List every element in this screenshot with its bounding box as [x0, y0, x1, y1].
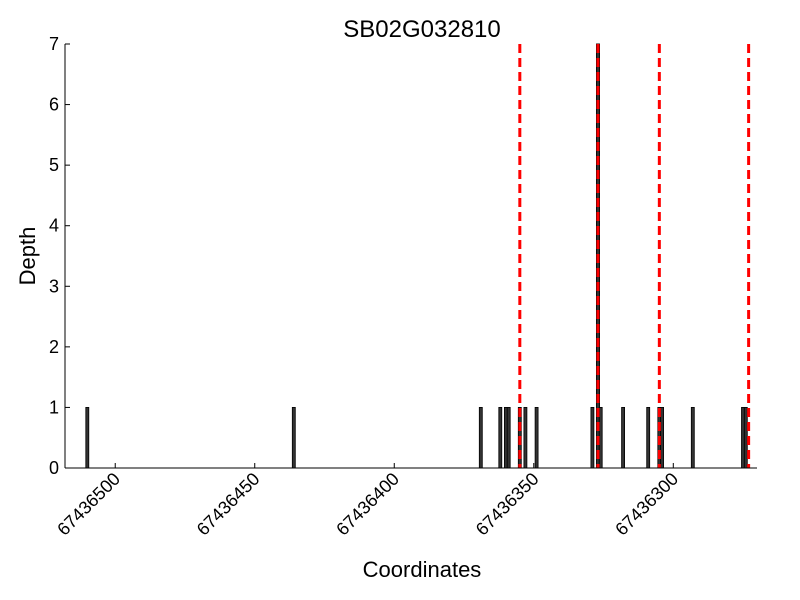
chart-title: SB02G032810: [343, 16, 500, 43]
bar: [523, 406, 528, 469]
bars-group: [85, 43, 748, 469]
bar: [498, 406, 503, 469]
bar: [743, 406, 748, 469]
bar: [85, 406, 90, 469]
bar: [534, 406, 539, 469]
x-axis-label: Coordinates: [363, 557, 482, 582]
y-tick-label: 6: [49, 95, 59, 115]
bar: [590, 406, 595, 469]
y-tick-label: 0: [49, 458, 59, 478]
x-tick-label: 67436500: [53, 469, 124, 540]
bar: [598, 406, 603, 469]
bar: [660, 406, 664, 469]
bar: [621, 406, 625, 469]
y-tick-label: 7: [49, 34, 59, 54]
bar: [478, 406, 483, 469]
x-ticks-group: 67436500 67436450 67436400 67436350 67436300: [53, 463, 682, 539]
y-tick-label: 2: [49, 337, 59, 357]
x-tick-label: 67436300: [611, 469, 682, 540]
y-tick-label: 3: [49, 276, 59, 296]
bar: [291, 406, 296, 469]
x-tick-label: 67436400: [332, 469, 403, 540]
y-tick-label: 1: [49, 397, 59, 417]
y-ticks-group: 0 1 2 3 4 5 6 7: [49, 34, 70, 478]
y-tick-label: 4: [49, 216, 59, 236]
bar: [646, 406, 651, 469]
axes-group: [64, 44, 757, 469]
y-tick-label: 5: [49, 155, 59, 175]
vlines-group: [518, 44, 751, 468]
x-tick-label: 67436450: [193, 469, 264, 540]
x-tick-label: 67436350: [472, 469, 543, 540]
bar: [690, 406, 695, 469]
bar: [506, 406, 511, 469]
y-axis-label: Depth: [15, 227, 40, 286]
